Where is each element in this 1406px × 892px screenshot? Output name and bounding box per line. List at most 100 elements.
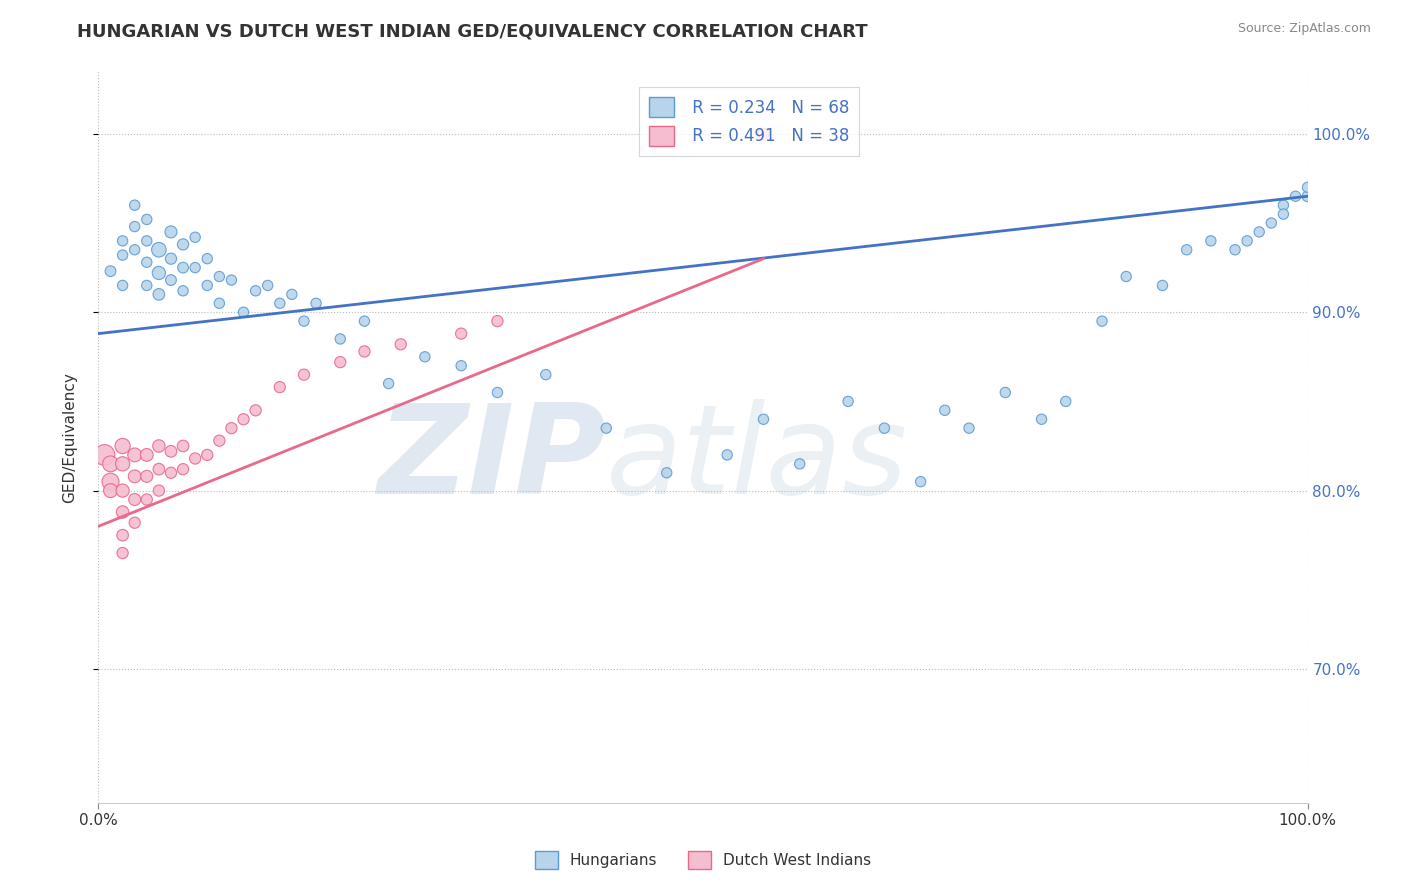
Text: ZIP: ZIP [378,399,606,519]
Point [450,326,472,341]
Point [450,359,472,373]
Point [789,457,811,471]
Point [111,483,134,498]
Point [111,439,134,453]
Point [184,260,207,275]
Point [148,243,170,257]
Point [195,448,218,462]
Point [160,444,183,458]
Point [837,394,859,409]
Point [957,421,980,435]
Point [135,255,157,269]
Point [1249,225,1271,239]
Point [135,448,157,462]
Point [353,314,375,328]
Point [221,273,243,287]
Point [160,273,183,287]
Point [111,278,134,293]
Point [208,434,231,448]
Point [135,234,157,248]
Point [124,243,146,257]
Point [1031,412,1053,426]
Point [269,380,291,394]
Legend:  R = 0.234   N = 68,  R = 0.491   N = 38: R = 0.234 N = 68, R = 0.491 N = 38 [638,87,859,156]
Point [1175,243,1198,257]
Legend: Hungarians, Dutch West Indians: Hungarians, Dutch West Indians [529,845,877,875]
Point [292,368,315,382]
Point [148,287,170,301]
Point [124,516,146,530]
Point [148,439,170,453]
Point [994,385,1017,400]
Point [281,287,304,301]
Point [1272,207,1295,221]
Point [221,421,243,435]
Point [124,492,146,507]
Point [111,546,134,560]
Point [124,198,146,212]
Point [124,448,146,462]
Point [172,462,194,476]
Point [1091,314,1114,328]
Point [329,332,352,346]
Point [1223,243,1246,257]
Point [172,284,194,298]
Point [1236,234,1258,248]
Point [1296,180,1319,194]
Point [486,385,509,400]
Point [172,439,194,453]
Point [1199,234,1222,248]
Point [148,266,170,280]
Point [111,248,134,262]
Text: atlas: atlas [606,399,908,519]
Point [1296,189,1319,203]
Point [534,368,557,382]
Point [934,403,956,417]
Point [135,278,157,293]
Point [135,492,157,507]
Point [910,475,932,489]
Point [1260,216,1282,230]
Point [124,219,146,234]
Point [93,448,115,462]
Point [873,421,896,435]
Point [232,412,254,426]
Point [160,225,183,239]
Point [1115,269,1137,284]
Point [245,284,267,298]
Point [172,260,194,275]
Point [245,403,267,417]
Point [124,469,146,483]
Point [1152,278,1174,293]
Y-axis label: GED/Equivalency: GED/Equivalency [63,372,77,502]
Point [135,469,157,483]
Point [111,505,134,519]
Point [305,296,328,310]
Point [100,475,122,489]
Point [148,483,170,498]
Point [135,212,157,227]
Point [752,412,775,426]
Point [160,252,183,266]
Point [111,457,134,471]
Point [208,296,231,310]
Point [269,296,291,310]
Point [184,230,207,244]
Point [172,237,194,252]
Point [160,466,183,480]
Point [111,234,134,248]
Point [100,264,122,278]
Point [329,355,352,369]
Point [716,448,738,462]
Point [353,344,375,359]
Point [100,457,122,471]
Text: Source: ZipAtlas.com: Source: ZipAtlas.com [1237,22,1371,36]
Point [232,305,254,319]
Point [486,314,509,328]
Point [195,278,218,293]
Point [1284,189,1306,203]
Point [389,337,412,351]
Point [1272,198,1295,212]
Text: HUNGARIAN VS DUTCH WEST INDIAN GED/EQUIVALENCY CORRELATION CHART: HUNGARIAN VS DUTCH WEST INDIAN GED/EQUIV… [77,22,868,40]
Point [752,127,775,141]
